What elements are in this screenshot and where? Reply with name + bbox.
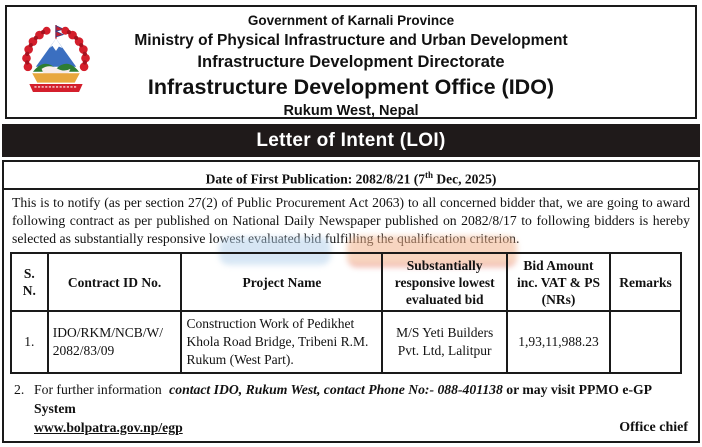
header-project-name: Project Name: [180, 252, 384, 312]
note-lead-text: For further information: [34, 382, 166, 397]
letterhead: Government of Karnali Province Ministry …: [5, 5, 697, 119]
publication-date-suffix: Dec, 2025): [433, 171, 497, 187]
bolpatra-link[interactable]: www.bolpatra.gov.np/egp: [34, 420, 183, 435]
header-remarks: Remarks: [608, 252, 683, 312]
signature-title: Office chief: [619, 420, 688, 435]
cell-remarks: [608, 310, 683, 374]
org-province-line: Government of Karnali Province: [247, 13, 455, 28]
header-sn: S. N.: [10, 252, 49, 312]
org-ministry-line: Ministry of Physical Infrastructure and …: [134, 32, 568, 49]
header-responsive-bid: Substantially responsive lowest evaluate…: [381, 252, 508, 312]
nepal-emblem-icon: [20, 13, 92, 109]
document-body: Date of First Publication: 2082/8/21 (7t…: [2, 160, 700, 443]
cell-bidder: M/S Yeti Builders Pvt. Ltd, Lalitpur: [381, 310, 508, 374]
document-title-banner: Letter of Intent (LOI): [2, 124, 700, 157]
award-table: S. N. Contract ID No. Project Name Subst…: [10, 252, 683, 374]
org-office-line: Infrastructure Development Office (IDO): [147, 75, 555, 99]
note-egp-text: or may visit PPMO e-GP System: [34, 382, 652, 416]
table-row: 1. IDO/RKM/NCB/W/ 2082/83/09 Constructio…: [10, 310, 683, 374]
header-bid-amount: Bid Amount inc. VAT & PS (NRs): [506, 252, 611, 312]
cell-bid-amount: 1,93,11,988.23: [506, 310, 611, 374]
cell-contract-id: IDO/RKM/NCB/W/ 2082/83/09: [46, 310, 183, 374]
ordinal-superscript: th: [424, 170, 433, 180]
cell-sn: 1.: [10, 310, 49, 374]
note-contact-text: contact IDO, Rukum West, contact Phone N…: [169, 382, 503, 397]
header-contract-id: Contract ID No.: [46, 252, 183, 312]
note-content: For further information contact IDO, Ruk…: [34, 380, 690, 437]
table-header-row: S. N. Contract ID No. Project Name Subst…: [10, 252, 683, 312]
org-location-line: Rukum West, Nepal: [283, 103, 419, 119]
further-information-note: 2. For further information contact IDO, …: [4, 374, 698, 437]
org-directorate-line: Infrastructure Development Directorate: [197, 53, 505, 71]
note-item-number: 2.: [14, 382, 25, 397]
notice-paragraph: This is to notify (as per section 27(2) …: [12, 195, 690, 246]
publication-date-line: Date of First Publication: 2082/8/21 (7t…: [4, 162, 698, 190]
publication-date-prefix: Date of First Publication: 2082/8/21 (7: [205, 171, 425, 187]
cell-project-name: Construction Work of Pedikhet Khola Road…: [180, 310, 384, 374]
